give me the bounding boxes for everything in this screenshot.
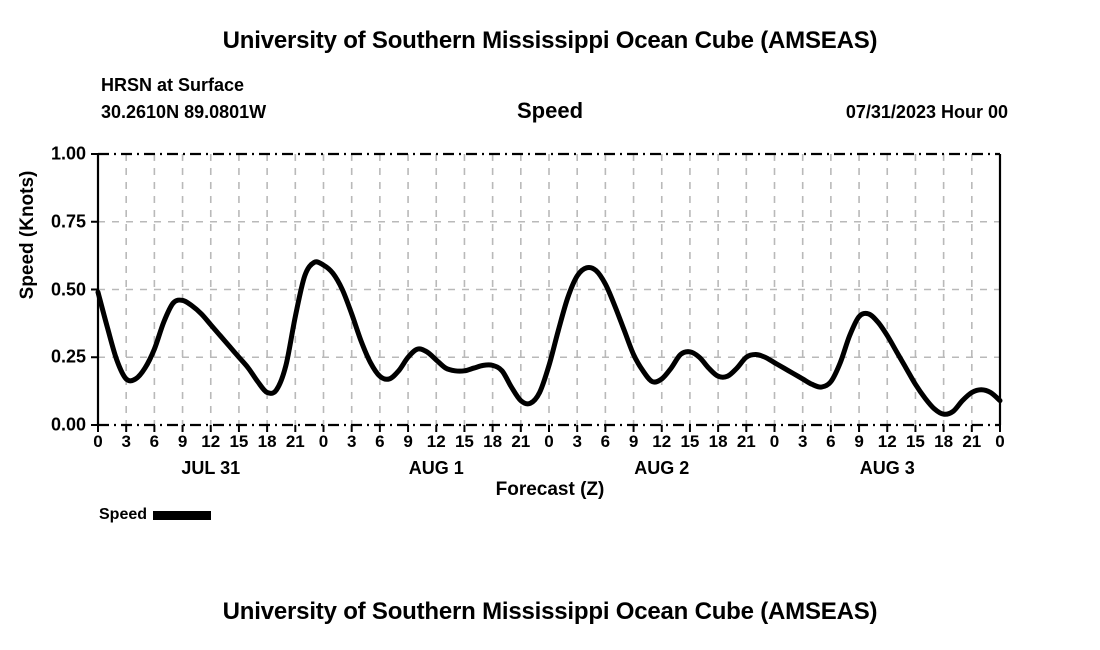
variable-title: Speed bbox=[516, 98, 584, 123]
y-tick-label: 1.00 bbox=[50, 143, 86, 164]
y-tick-label: 0.50 bbox=[50, 279, 86, 299]
run-time-label: 07/31/2023 Hour 00 bbox=[845, 102, 1008, 122]
x-tick-label: 21 bbox=[962, 432, 982, 451]
x-tick-label: 0 bbox=[318, 432, 329, 451]
x-axis-title: Forecast (Z) bbox=[495, 479, 605, 500]
x-tick-label: 9 bbox=[628, 432, 639, 451]
y-tick-label: 0.00 bbox=[50, 414, 86, 435]
x-tick-label: 21 bbox=[511, 432, 531, 451]
x-tick-label: 0 bbox=[995, 432, 1005, 451]
station-label: HRSN at Surface bbox=[101, 75, 245, 95]
day-label: AUG 3 bbox=[859, 458, 915, 478]
axis-ticks bbox=[91, 153, 1001, 432]
x-tick-label: 12 bbox=[877, 432, 897, 451]
x-tick-label: 6 bbox=[600, 432, 611, 451]
coordinates-label: 30.2610N 89.0801W bbox=[101, 102, 267, 122]
x-tick-label: 6 bbox=[826, 432, 836, 451]
x-tick-label: 18 bbox=[257, 432, 277, 451]
y-tick-label: 0.75 bbox=[50, 211, 86, 232]
x-tick-label: 12 bbox=[652, 432, 672, 451]
x-tick-label: 3 bbox=[572, 432, 582, 451]
legend-swatch-speed bbox=[153, 510, 212, 520]
x-tick-label: 15 bbox=[454, 432, 474, 451]
x-tick-label: 9 bbox=[177, 432, 188, 451]
day-label: AUG 1 bbox=[408, 458, 464, 478]
x-tick-label: 18 bbox=[483, 432, 503, 451]
chart-legend: Speed bbox=[99, 506, 212, 524]
y-tick-label: 0.25 bbox=[50, 346, 86, 367]
x-tick-label: 18 bbox=[934, 432, 954, 451]
x-tick-label: 0 bbox=[544, 432, 554, 451]
x-tick-label: 6 bbox=[149, 432, 160, 451]
x-tick-label: 6 bbox=[375, 432, 385, 451]
x-tick-label: 12 bbox=[201, 432, 221, 451]
x-tick-label: 3 bbox=[121, 432, 131, 451]
x-tick-label: 15 bbox=[229, 432, 249, 451]
x-tick-label: 9 bbox=[403, 432, 413, 451]
day-label: JUL 31 bbox=[181, 458, 241, 478]
speed-series-line bbox=[95, 259, 1003, 417]
x-tick-label: 15 bbox=[905, 432, 925, 451]
x-tick-label: 0 bbox=[93, 432, 103, 451]
page-title-bottom: University of Southern Mississippi Ocean… bbox=[222, 598, 878, 625]
x-tick-label: 15 bbox=[680, 432, 700, 451]
x-tick-label: 21 bbox=[285, 432, 305, 451]
gridlines bbox=[98, 154, 1000, 425]
x-tick-label: 12 bbox=[426, 432, 446, 451]
legend-label-speed: Speed bbox=[99, 506, 148, 523]
x-tick-label: 3 bbox=[346, 432, 357, 451]
page-title-top: University of Southern Mississippi Ocean… bbox=[222, 27, 878, 54]
x-tick-label: 0 bbox=[769, 432, 780, 451]
day-label: AUG 2 bbox=[634, 458, 690, 478]
x-tick-label: 3 bbox=[797, 432, 808, 451]
x-tick-label: 18 bbox=[708, 432, 728, 451]
x-tick-label: 21 bbox=[736, 432, 756, 451]
x-tick-label: 9 bbox=[854, 432, 864, 451]
